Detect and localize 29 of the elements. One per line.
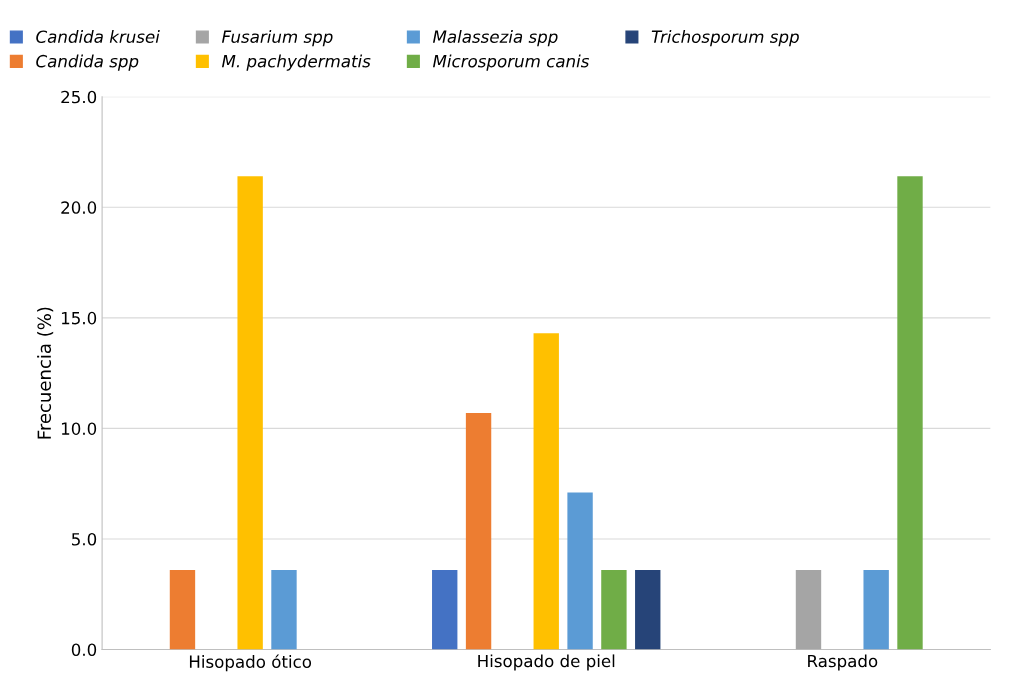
y-tick-label: 20.0 xyxy=(61,201,97,214)
bar xyxy=(271,569,297,650)
y-tick-label: 10.0 xyxy=(61,422,97,435)
legend-label: Microsporum canis xyxy=(432,54,590,71)
y-tick-label: 0.0 xyxy=(71,643,97,657)
legend-label: Trichosporum spp xyxy=(651,30,799,47)
legend-label: M. pachydermatis xyxy=(221,54,371,71)
bar xyxy=(533,333,559,650)
x-tick-label: Hisopado de piel xyxy=(478,654,615,671)
bar xyxy=(897,176,923,650)
bar xyxy=(863,569,889,650)
x-tick-label: Hisopado ótico xyxy=(189,654,312,672)
bar xyxy=(601,569,627,650)
y-tick-label: 25.0 xyxy=(61,90,97,104)
legend-label: Fusarium spp xyxy=(221,30,333,47)
legend-label: Malassezia spp xyxy=(432,30,558,47)
bar xyxy=(432,569,458,650)
bar xyxy=(795,569,822,650)
bar xyxy=(169,569,196,650)
bar xyxy=(567,492,593,650)
y-tick-label: 15.0 xyxy=(61,311,97,325)
legend-label: Candida spp xyxy=(36,54,139,71)
bar xyxy=(635,569,661,650)
bar xyxy=(237,176,263,650)
x-tick-label: Raspado xyxy=(808,654,878,671)
y-axis-title: Frecuencia (%) xyxy=(37,307,54,439)
legend-label: Candida krusei xyxy=(36,30,160,43)
y-tick-label: 5.0 xyxy=(72,532,97,546)
bar xyxy=(465,412,492,650)
